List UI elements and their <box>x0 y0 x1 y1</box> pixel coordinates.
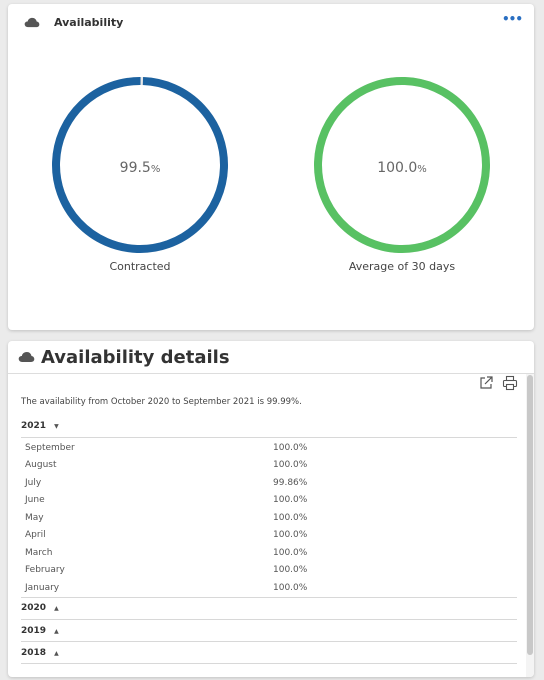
more-options-button[interactable]: ••• <box>501 12 523 26</box>
caret-up-icon: ▲ <box>54 649 59 657</box>
month-row: May 100.0% <box>25 512 308 523</box>
gauge-value: 99.5% <box>119 160 161 176</box>
availability-card: Availability ••• 99.5% Contracted 100.0%… <box>8 4 534 330</box>
average-30-days-gauge <box>314 76 490 253</box>
month-row: March 100.0% <box>25 547 308 558</box>
contracted-gauge <box>51 76 228 253</box>
availability-details-card: Availability details The availability fr… <box>8 341 534 677</box>
divider <box>21 619 517 620</box>
card-title: Availability <box>54 15 124 29</box>
divider <box>21 641 517 642</box>
year-label: 2019 <box>21 626 47 636</box>
caret-down-icon: ▼ <box>54 422 59 430</box>
gauge-value: 100.0% <box>377 160 427 176</box>
cloud-icon <box>18 352 35 362</box>
header-divider <box>8 373 534 374</box>
gauge-arc <box>314 76 490 253</box>
year-label: 2020 <box>21 603 47 613</box>
divider <box>21 597 517 598</box>
year-toggle-2021[interactable]: 2021 ▼ <box>21 417 517 435</box>
gauge-arc <box>51 76 228 253</box>
external-link-icon[interactable] <box>478 375 494 391</box>
caret-up-icon: ▲ <box>54 604 59 612</box>
scrollbar-thumb[interactable] <box>527 375 533 655</box>
year-toggle-2020[interactable]: 2020 ▲ <box>21 599 517 617</box>
card-header: Availability details <box>18 341 230 373</box>
year-toggle-2018[interactable]: 2018 ▲ <box>21 644 517 662</box>
year-toggle-2019[interactable]: 2019 ▲ <box>21 622 517 640</box>
month-row: April 100.0% <box>25 530 308 540</box>
month-row: July 99.86% <box>25 477 308 488</box>
more-horizontal-icon: ••• <box>501 12 523 26</box>
month-row: August 100.0% <box>25 460 308 470</box>
gauge-label: Contracted <box>109 260 171 273</box>
month-row: January 100.0% <box>25 582 308 593</box>
divider <box>21 437 517 438</box>
month-row: February 100.0% <box>25 565 308 575</box>
month-row: June 100.0% <box>25 495 308 505</box>
year-label: 2018 <box>21 648 47 658</box>
caret-up-icon: ▲ <box>54 627 59 635</box>
month-row: September 100.0% <box>25 442 308 453</box>
availability-summary: The availability from October 2020 to Se… <box>21 397 302 407</box>
year-label: 2021 <box>21 421 47 431</box>
card-header: Availability <box>24 12 123 32</box>
card-title: Availability details <box>41 346 230 368</box>
print-icon[interactable] <box>502 375 518 391</box>
cloud-icon <box>24 17 40 27</box>
divider <box>21 663 517 664</box>
gauge-label: Average of 30 days <box>348 260 456 273</box>
